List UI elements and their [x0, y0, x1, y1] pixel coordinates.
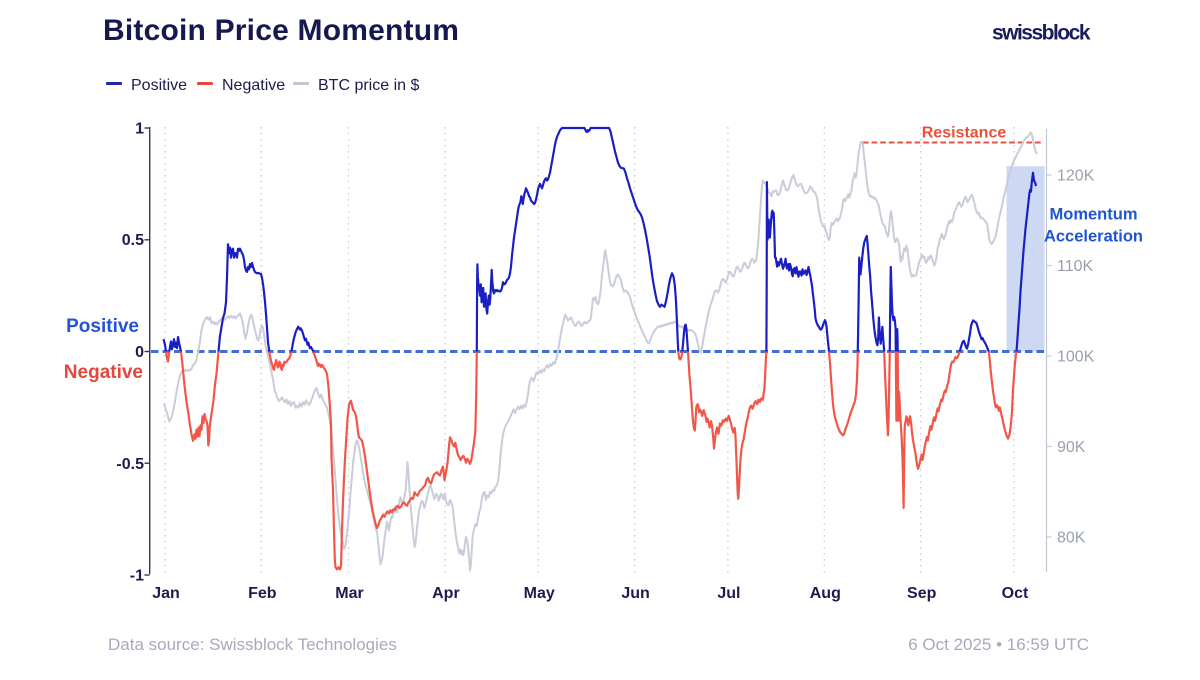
svg-text:Feb: Feb: [248, 585, 277, 602]
svg-text:6 Oct 2025 • 16:59 UTC: 6 Oct 2025 • 16:59 UTC: [908, 635, 1089, 654]
svg-text:Positive: Positive: [131, 77, 187, 94]
svg-text:Negative: Negative: [222, 77, 285, 94]
svg-text:Mar: Mar: [335, 585, 363, 602]
svg-text:Jan: Jan: [152, 585, 180, 602]
svg-text:Oct: Oct: [1002, 585, 1029, 602]
svg-text:0: 0: [135, 344, 144, 361]
svg-text:Jul: Jul: [717, 585, 740, 602]
svg-text:Apr: Apr: [432, 585, 460, 602]
svg-text:Positive: Positive: [66, 316, 139, 337]
svg-text:Acceleration: Acceleration: [1044, 228, 1143, 246]
svg-text:0.5: 0.5: [122, 232, 144, 249]
svg-text:80K: 80K: [1057, 530, 1086, 547]
svg-text:Negative: Negative: [64, 362, 143, 383]
svg-text:1: 1: [135, 121, 144, 138]
svg-text:Aug: Aug: [810, 585, 841, 602]
svg-text:May: May: [524, 585, 555, 602]
svg-text:Resistance: Resistance: [922, 125, 1007, 142]
svg-text:Bitcoin Price Momentum: Bitcoin Price Momentum: [103, 14, 459, 47]
svg-text:-1: -1: [130, 568, 144, 585]
svg-text:100K: 100K: [1057, 349, 1095, 366]
svg-text:Sep: Sep: [907, 585, 937, 602]
svg-text:90K: 90K: [1057, 439, 1086, 456]
svg-text:Jun: Jun: [621, 585, 649, 602]
svg-text:110K: 110K: [1057, 258, 1094, 275]
svg-text:120K: 120K: [1057, 168, 1095, 185]
svg-text:Momentum: Momentum: [1050, 206, 1138, 224]
svg-text:Data source: Swissblock Techno: Data source: Swissblock Technologies: [108, 635, 397, 654]
svg-text:-0.5: -0.5: [116, 456, 144, 473]
svg-text:swissblock: swissblock: [992, 22, 1091, 45]
svg-text:BTC price in $: BTC price in $: [318, 77, 419, 94]
